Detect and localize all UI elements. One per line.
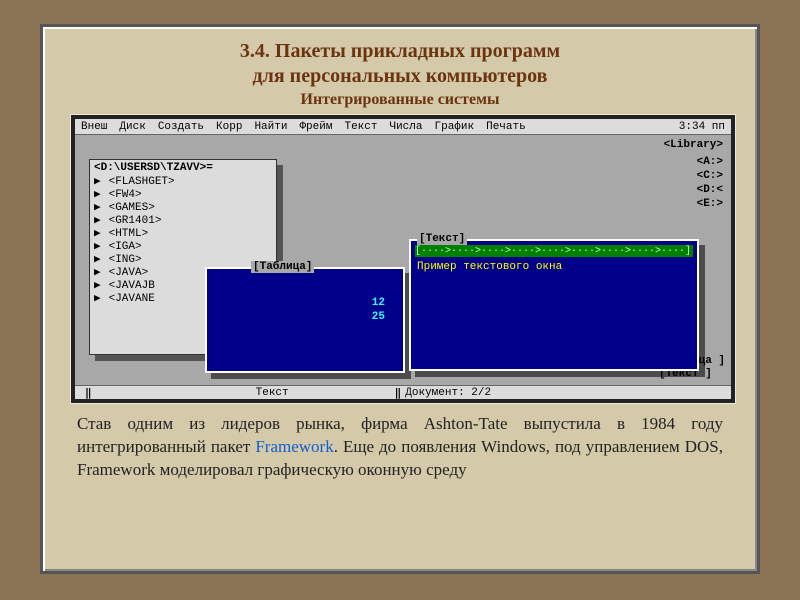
menu-item[interactable]: Текст	[344, 121, 377, 133]
slide-card: 3.4. Пакеты прикладных программ для перс…	[40, 24, 760, 574]
dos-screenshot: Внеш Диск Создать Корр Найти Фрейм Текст…	[71, 115, 735, 403]
menu-item[interactable]: Корр	[216, 121, 242, 133]
table-window[interactable]: [Таблица] 12 25	[205, 267, 405, 373]
status-sep: ‖	[85, 386, 92, 400]
tree-item[interactable]: ▶ <FW4>	[94, 189, 272, 202]
status-sep: ‖	[395, 386, 402, 400]
caption-keyword: Framework	[255, 437, 333, 456]
menu-clock: 3:34 пп	[679, 121, 725, 133]
slide-caption: Став одним из лидеров рынка, фирма Ashto…	[71, 413, 729, 482]
text-body: Пример текстового окна	[417, 261, 562, 273]
tree-path: <D:\USERSD\TZAVV>=	[94, 162, 272, 174]
heading-line3: Интегрированные системы	[71, 91, 729, 109]
drive-item[interactable]: <D:<	[697, 183, 723, 197]
tree-item[interactable]: ▶ <HTML>	[94, 228, 272, 241]
table-cell: 25	[372, 311, 385, 323]
menu-item[interactable]: Создать	[158, 121, 204, 133]
drive-list: <A:> <C:> <D:< <E:>	[697, 155, 723, 211]
menu-item[interactable]: График	[435, 121, 475, 133]
tree-item[interactable]: ▶ <FLASHGET>	[94, 176, 272, 189]
dos-menu-bar: Внеш Диск Создать Корр Найти Фрейм Текст…	[75, 119, 731, 135]
tree-item[interactable]: ▶ <GR1401>	[94, 215, 272, 228]
menu-item[interactable]: Числа	[389, 121, 422, 133]
status-doc: Документ: 2/2	[405, 387, 491, 399]
dos-status-bar: ‖ Текст ‖ Документ: 2/2	[75, 385, 731, 399]
heading-line2: для персональных компьютеров	[71, 64, 729, 89]
drive-item[interactable]: <C:>	[697, 169, 723, 183]
dos-desktop: <Library> <A:> <C:> <D:< <E:> [Таблица ]…	[75, 135, 731, 385]
menu-item[interactable]: Найти	[254, 121, 287, 133]
drive-item[interactable]: <A:>	[697, 155, 723, 169]
table-cell: 12	[372, 297, 385, 309]
tree-item[interactable]: ▶ <ING>	[94, 254, 272, 267]
drive-item[interactable]: <E:>	[697, 197, 723, 211]
library-label: <Library>	[664, 139, 723, 151]
tree-item[interactable]: ▶ <GAMES>	[94, 202, 272, 215]
slide-heading: 3.4. Пакеты прикладных программ для перс…	[71, 39, 729, 109]
menu-item[interactable]: Печать	[486, 121, 526, 133]
text-window[interactable]: [Текст] [····>····>····>····>····>····>·…	[409, 239, 699, 371]
menu-item[interactable]: Фрейм	[299, 121, 332, 133]
status-mode: Текст	[256, 387, 289, 399]
tree-item[interactable]: ▶ <IGA>	[94, 241, 272, 254]
heading-line1: 3.4. Пакеты прикладных программ	[71, 39, 729, 64]
table-window-title: [Таблица]	[251, 261, 314, 273]
menu-item[interactable]: Диск	[119, 121, 145, 133]
text-ruler: [····>····>····>····>····>····>····>····…	[415, 245, 693, 257]
menu-item[interactable]: Внеш	[81, 121, 107, 133]
text-window-title: [Текст]	[417, 233, 467, 245]
